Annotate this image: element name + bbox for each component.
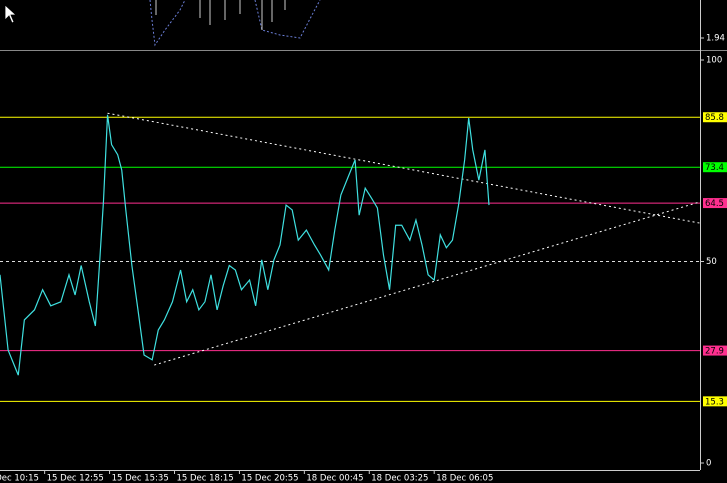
x-tick-label: 18 Dec 00:45 — [306, 474, 363, 483]
x-tick-label: 15 Dec 10:15 — [0, 474, 39, 483]
x-tick-label: 15 Dec 18:15 — [176, 474, 233, 483]
level-label-box — [703, 396, 727, 407]
level-label-box — [703, 345, 727, 356]
level-label-box — [703, 162, 727, 173]
level-label-box — [703, 198, 727, 209]
y-tick-label: 0 — [706, 459, 711, 469]
top-panel — [149, 0, 321, 47]
level-label: 27.9 — [705, 347, 724, 357]
data-line — [0, 114, 490, 376]
level-label: 73.4 — [705, 163, 724, 173]
y-tick-label: 50 — [706, 257, 717, 267]
band-line — [149, 0, 186, 47]
mouse-cursor — [4, 4, 18, 24]
level-label: 85.8 — [705, 113, 724, 123]
x-tick-label: 18 Dec 06:05 — [436, 474, 493, 483]
plot-area — [0, 112, 700, 402]
x-tick-label: 15 Dec 15:35 — [112, 474, 169, 483]
y-tick-label: 100 — [706, 56, 722, 66]
x-tick-label: 18 Dec 03:25 — [371, 474, 428, 483]
x-tick-label: 15 Dec 12:55 — [47, 474, 104, 483]
band-line — [254, 0, 321, 39]
level-label: 64.5 — [705, 199, 724, 209]
price-label: 1.94 — [706, 34, 725, 44]
level-label: 15.3 — [705, 397, 724, 407]
level-label-box — [703, 112, 727, 123]
x-tick-label: 15 Dec 20:55 — [241, 474, 298, 483]
